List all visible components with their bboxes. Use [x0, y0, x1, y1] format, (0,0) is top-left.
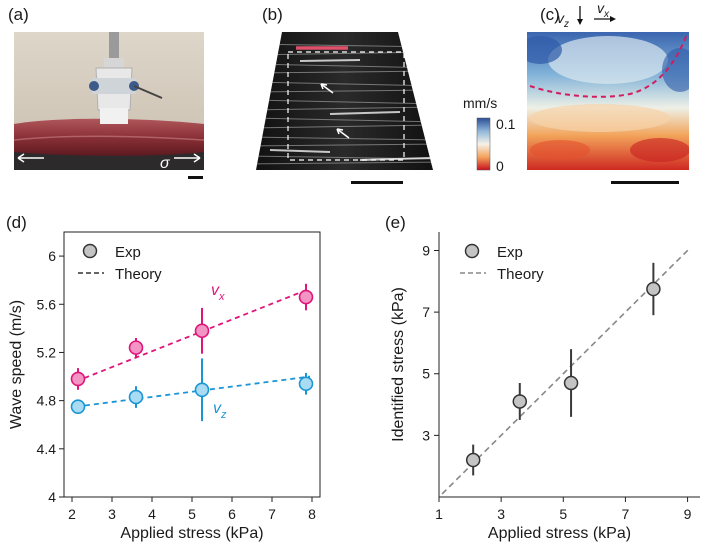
- y-tick-label: 4: [48, 489, 56, 505]
- y-tick-label: 5.2: [37, 344, 57, 360]
- panel-c-velocity-map: [527, 32, 689, 170]
- data-point-vx: [194, 323, 210, 339]
- data-point-vx: [70, 371, 86, 387]
- series-label-vx: vx: [211, 282, 225, 303]
- y-tick-label: 5: [422, 366, 430, 382]
- x-tick-label: 9: [684, 506, 692, 522]
- series-label-vz-main: v: [213, 400, 222, 417]
- data-point: [563, 375, 579, 391]
- x-axis-title: Applied stress (kPa): [488, 525, 631, 542]
- x-tick-label: 7: [622, 506, 630, 522]
- data-point: [512, 394, 528, 409]
- velocity-labels: vz vx: [557, 0, 616, 30]
- colorbar-unit: mm/s: [463, 95, 497, 111]
- legend-theory-label: Theory: [497, 266, 544, 283]
- theory-line-vz: [75, 375, 311, 408]
- x-tick-label: 1: [435, 506, 443, 522]
- x-tick-label: 3: [108, 506, 116, 522]
- x-tick-label: 7: [268, 506, 276, 522]
- panel-b-ultrasound: [256, 32, 433, 170]
- colorbar-max-label: 0.1: [496, 116, 516, 132]
- x-axis-title: Applied stress (kPa): [120, 525, 263, 542]
- x-tick-label: 4: [148, 506, 156, 522]
- y-tick-label: 3: [422, 427, 430, 443]
- x-tick-label: 3: [497, 506, 505, 522]
- chart-d-frame: [63, 231, 321, 498]
- series-label-vx-main: v: [211, 282, 220, 299]
- y-tick-label: 6: [48, 248, 56, 264]
- y-axis-title: Wave speed (m/s): [8, 300, 25, 429]
- colorbar: [476, 117, 491, 171]
- colorbar-min-label: 0: [496, 158, 504, 174]
- stress-symbol: σ: [160, 155, 171, 172]
- panel-e-label: (e): [385, 213, 406, 232]
- legend-exp-label: Exp: [497, 244, 523, 261]
- panel-c-label: (c): [540, 5, 560, 24]
- data-point-vz: [194, 382, 210, 398]
- vx-label-c: vx: [597, 0, 610, 20]
- legend-theory-label: Theory: [115, 266, 162, 283]
- series-label-vz-sub: z: [220, 409, 227, 421]
- y-tick-label: 5.6: [37, 296, 57, 312]
- theory-line-vx: [75, 287, 311, 383]
- data-point-vz: [298, 376, 314, 392]
- panel-a-label: (a): [8, 5, 29, 24]
- panel-d-label: (d): [6, 213, 27, 232]
- panel-a-scale-bar: [188, 176, 203, 179]
- chart-identified-stress: 1 3 5 7 9 3 5 7 9 Applied stress (kPa) Identified …: [390, 232, 700, 542]
- y-tick-label: 9: [422, 242, 430, 258]
- data-point-vx: [298, 289, 314, 305]
- legend-exp-marker: [464, 243, 480, 259]
- x-tick-label: 8: [308, 506, 316, 522]
- x-tick-label: 2: [68, 506, 76, 522]
- panel-b-label: (b): [262, 5, 283, 24]
- data-point: [646, 281, 661, 297]
- panel-b-scale-bar: [351, 181, 403, 184]
- vz-label-c: vz: [557, 10, 569, 30]
- data-point-vx: [128, 340, 144, 355]
- legend-exp-label: Exp: [115, 244, 141, 261]
- chart-wave-speed: 2 3 4 5 6 7 8 4 4.4 4.8 5.2 5.6 6 Applied stress (kPa…: [8, 231, 321, 542]
- x-tick-label: 6: [228, 506, 236, 522]
- data-point-vz: [128, 389, 144, 405]
- theory-line: [441, 248, 690, 495]
- y-tick-label: 7: [422, 304, 430, 320]
- x-tick-label: 5: [188, 506, 196, 522]
- series-label-vz: vz: [213, 400, 227, 421]
- legend-exp-marker: [82, 243, 98, 259]
- series-label-vx-sub: x: [218, 291, 225, 303]
- data-point-vz: [70, 399, 86, 414]
- panel-a-photo: [13, 32, 205, 170]
- x-tick-label: 5: [559, 506, 567, 522]
- panel-c-scale-bar: [611, 181, 679, 184]
- y-tick-label: 4.4: [37, 441, 57, 457]
- data-point: [465, 452, 481, 468]
- y-axis-title: Identified stress (kPa): [390, 287, 407, 442]
- y-tick-label: 4.8: [37, 393, 57, 409]
